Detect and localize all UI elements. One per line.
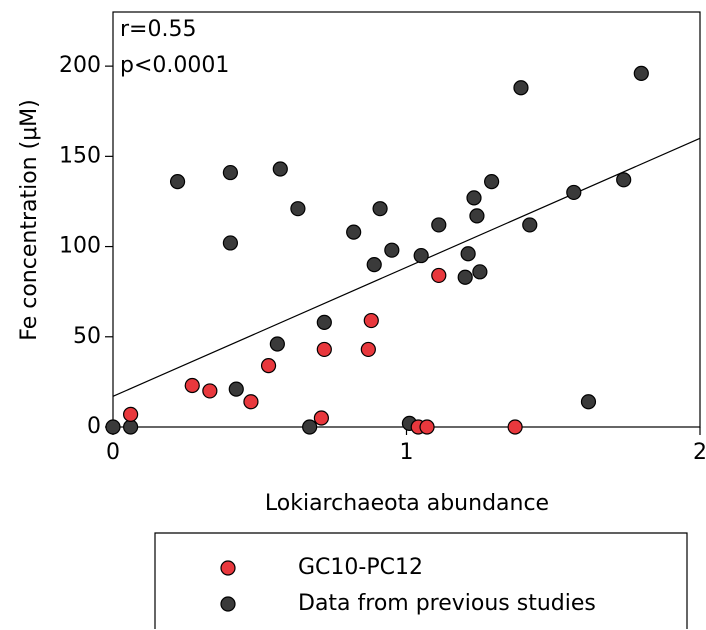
point (469, 208, 485, 224)
point (313, 410, 329, 426)
legend-label: GC10-PC12 (298, 555, 423, 580)
point (202, 383, 218, 399)
point (222, 164, 238, 181)
point (566, 184, 582, 201)
point (346, 224, 362, 240)
legend-box (154, 532, 688, 629)
point (302, 419, 318, 435)
y-tick-label: 200 (59, 53, 101, 78)
y-tick-label: 50 (73, 324, 101, 349)
point (316, 314, 332, 330)
point (243, 394, 259, 410)
point (460, 246, 476, 262)
point (431, 267, 447, 284)
point (260, 358, 277, 374)
point (272, 161, 288, 177)
x-axis-label: Lokiarchaeota abundance (265, 491, 549, 516)
y-tick-label: 150 (59, 143, 101, 168)
point (169, 174, 186, 190)
point (184, 377, 200, 394)
point (616, 172, 632, 188)
point (419, 419, 435, 435)
point (105, 419, 121, 435)
point (431, 217, 447, 233)
point (316, 341, 332, 358)
point (580, 394, 597, 410)
point (269, 336, 285, 352)
point (413, 247, 429, 264)
legend-label: Data from previous studies (298, 591, 596, 616)
point (466, 190, 482, 206)
x-tick-label: 2 (693, 440, 706, 465)
annotation: r=0.55 (120, 17, 196, 42)
point (513, 80, 529, 96)
point (384, 242, 400, 258)
legend-marker (220, 560, 236, 576)
point (507, 419, 523, 435)
point (363, 312, 379, 329)
y-axis-label: Fe concentration (μM) (17, 99, 42, 340)
point (123, 419, 139, 435)
point (472, 264, 488, 280)
point (633, 65, 649, 81)
point (360, 341, 376, 358)
y-tick-label: 100 (59, 234, 101, 259)
x-tick-label: 1 (400, 440, 414, 465)
point (522, 217, 538, 233)
point (228, 381, 244, 397)
y-tick-label: 0 (87, 414, 101, 439)
annotation: p<0.0001 (120, 53, 229, 78)
point (123, 406, 139, 422)
x-tick-label: 0 (106, 440, 120, 465)
point (484, 174, 500, 190)
legend-marker (220, 596, 236, 612)
point (222, 235, 238, 251)
point (290, 201, 306, 217)
trend-line (112, 137, 701, 397)
point (457, 269, 473, 285)
point (366, 257, 382, 273)
point (372, 201, 388, 217)
